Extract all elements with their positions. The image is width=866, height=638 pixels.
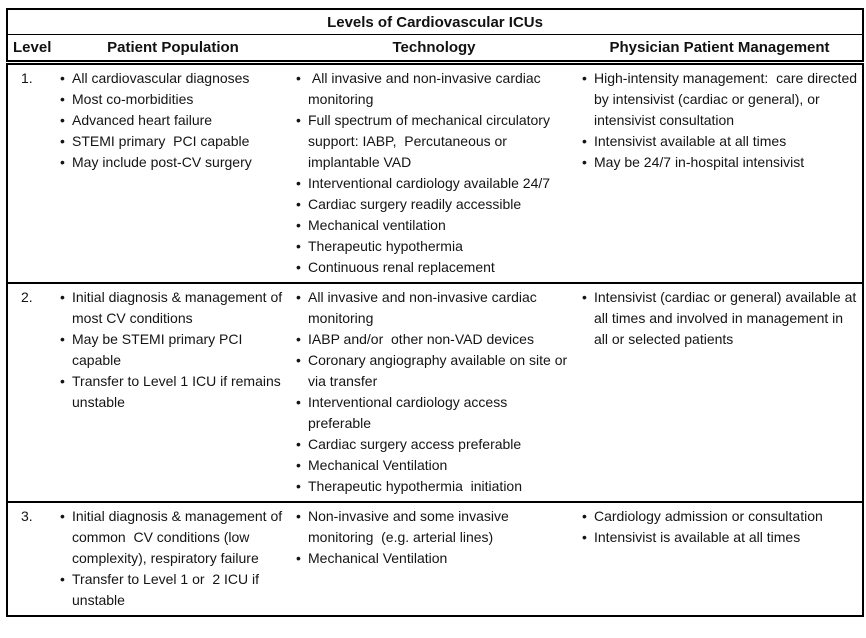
patient-population-cell: All cardiovascular diagnosesMost co-morb…	[55, 63, 291, 284]
bullet-item: Intensivist available at all times	[581, 131, 859, 152]
column-header-physician-patient-management: Physician Patient Management	[577, 34, 864, 65]
level-number: 1.	[21, 70, 33, 86]
bullet-item: Initial diagnosis & management of most C…	[59, 287, 288, 329]
column-header-technology: Technology	[291, 34, 577, 65]
technology-cell: All invasive and non-invasive cardiac mo…	[291, 283, 577, 502]
bullet-item: May be 24/7 in-hospital intensivist	[581, 152, 859, 173]
table-row-level-3: 3. Initial diagnosis & management of com…	[7, 502, 863, 616]
bullet-item: Coronary angiography available on site o…	[295, 350, 574, 392]
bullet-item: Continuous renal replacement	[295, 257, 574, 278]
bullet-item: Cardiac surgery readily accessible	[295, 194, 574, 215]
column-header-patient-population: Patient Population	[55, 34, 291, 65]
technology-cell: All invasive and non-invasive cardiac mo…	[291, 63, 577, 284]
physician-patient-management-cell: Intensivist (cardiac or general) availab…	[577, 283, 863, 502]
table-header-row: Level Patient Population Technology Phys…	[7, 34, 864, 65]
bullet-item: All invasive and non-invasive cardiac mo…	[295, 287, 574, 329]
bullet-item: May be STEMI primary PCI capable	[59, 329, 288, 371]
bullet-item: Mechanical Ventilation	[295, 548, 574, 569]
bullet-item: Cardiology admission or consultation	[581, 506, 859, 527]
bullet-item: IABP and/or other non-VAD devices	[295, 329, 574, 350]
column-header-level: Level	[7, 34, 55, 65]
bullet-item: Intensivist is available at all times	[581, 527, 859, 548]
bullet-item: Most co-morbidities	[59, 89, 288, 110]
icu-levels-table: Levels of Cardiovascular ICUs Level Pati…	[6, 8, 865, 617]
level-number: 3.	[21, 508, 33, 524]
bullet-item: Full spectrum of mechanical circulatory …	[295, 110, 574, 173]
table-title-row: Levels of Cardiovascular ICUs	[7, 9, 864, 35]
table-row-level-1: 1. All cardiovascular diagnosesMost co-m…	[7, 63, 864, 284]
bullet-item: Non-invasive and some invasive monitorin…	[295, 506, 574, 548]
bullet-item: Initial diagnosis & management of common…	[59, 506, 288, 569]
bullet-item: Therapeutic hypothermia	[295, 236, 574, 257]
bullet-item: Mechanical ventilation	[295, 215, 574, 236]
bullet-item: Therapeutic hypothermia initiation	[295, 476, 574, 497]
bullet-item: Cardiac surgery access preferable	[295, 434, 574, 455]
physician-patient-management-cell: Cardiology admission or consultationInte…	[577, 502, 863, 616]
table-title: Levels of Cardiovascular ICUs	[7, 9, 864, 35]
patient-population-cell: Initial diagnosis & management of common…	[55, 502, 291, 616]
bullet-item: All cardiovascular diagnoses	[59, 68, 288, 89]
technology-cell: Non-invasive and some invasive monitorin…	[291, 502, 577, 616]
bullet-item: Interventional cardiology available 24/7	[295, 173, 574, 194]
bullet-item: High-intensity management: care directed…	[581, 68, 859, 131]
bullet-item: Advanced heart failure	[59, 110, 288, 131]
level-number: 2.	[21, 289, 33, 305]
bullet-item: Transfer to Level 1 or 2 ICU if unstable	[59, 569, 288, 611]
bullet-item: Mechanical Ventilation	[295, 455, 574, 476]
bullet-item: May include post-CV surgery	[59, 152, 288, 173]
table-row-level-2: 2. Initial diagnosis & management of mos…	[7, 283, 864, 502]
bullet-item: All invasive and non-invasive cardiac mo…	[295, 68, 574, 110]
physician-patient-management-cell: High-intensity management: care directed…	[577, 63, 863, 284]
patient-population-cell: Initial diagnosis & management of most C…	[55, 283, 291, 502]
bullet-item: Intensivist (cardiac or general) availab…	[581, 287, 859, 350]
bullet-item: Transfer to Level 1 ICU if remains unsta…	[59, 371, 288, 413]
bullet-item: STEMI primary PCI capable	[59, 131, 288, 152]
bullet-item: Interventional cardiology access prefera…	[295, 392, 574, 434]
